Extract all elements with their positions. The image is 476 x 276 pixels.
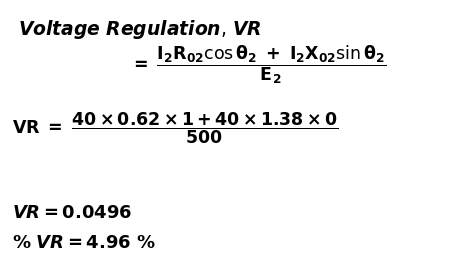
- Text: $\boldsymbol{\%\ VR = 4.96\ \%}$: $\boldsymbol{\%\ VR = 4.96\ \%}$: [12, 234, 155, 252]
- Text: $\boldsymbol{Voltage\ Regulation{,}\ VR}$: $\boldsymbol{Voltage\ Regulation{,}\ VR}…: [18, 18, 261, 41]
- Text: $\boldsymbol{VR = 0.0496}$: $\boldsymbol{VR = 0.0496}$: [12, 204, 132, 222]
- Text: $\mathbf{VR\ =\ \dfrac{40 \times 0.62 \times 1 + 40 \times 1.38 \times 0}{500}}$: $\mathbf{VR\ =\ \dfrac{40 \times 0.62 \t…: [12, 111, 337, 147]
- Text: $\mathbf{=\ \dfrac{I_2R_{02}\cos\theta_2\ +\ I_2X_{02}\sin\theta_2}{E_2}}$: $\mathbf{=\ \dfrac{I_2R_{02}\cos\theta_2…: [130, 44, 386, 86]
